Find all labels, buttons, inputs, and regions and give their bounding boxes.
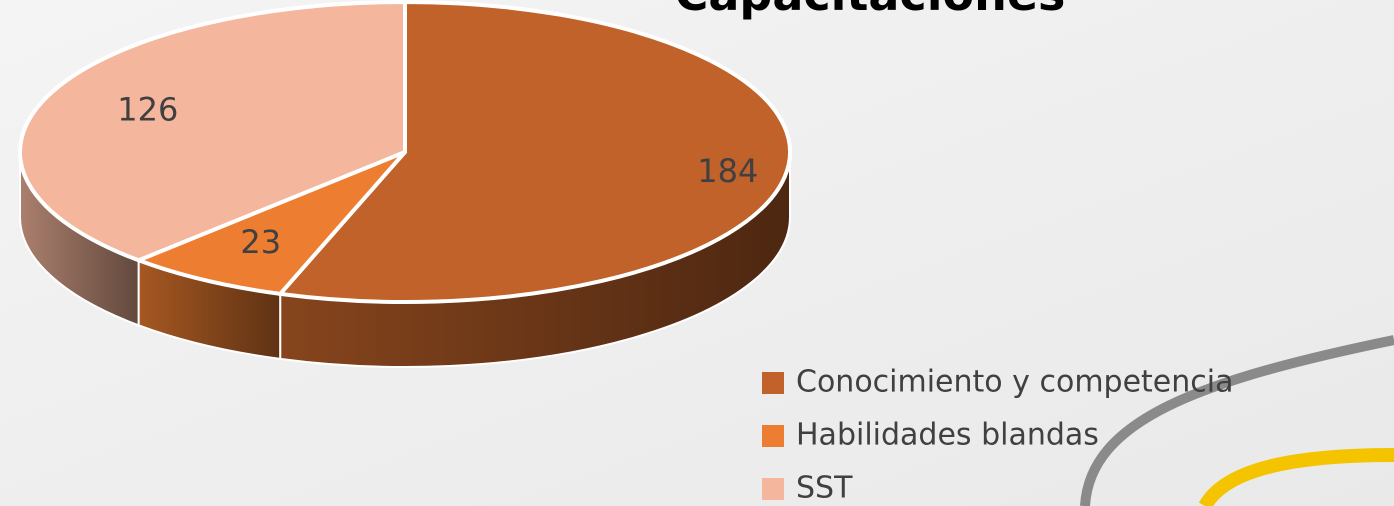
chart-title: Capacitaciones (675, 0, 1066, 21)
legend-swatch (762, 478, 784, 500)
chart: Capacitaciones 184 23 126 Conocimiento y c… (0, 0, 1394, 506)
legend-swatch (762, 425, 784, 447)
data-label: 184 (697, 152, 758, 190)
legend-label: Habilidades blandas (796, 418, 1099, 453)
data-label: 126 (117, 91, 178, 129)
legend-swatch (762, 372, 784, 394)
legend-label: Conocimiento y competencia (796, 365, 1234, 400)
legend-label: SST (796, 471, 853, 506)
data-label: 23 (240, 223, 281, 261)
pie: 184 23 126 (20, 2, 790, 367)
